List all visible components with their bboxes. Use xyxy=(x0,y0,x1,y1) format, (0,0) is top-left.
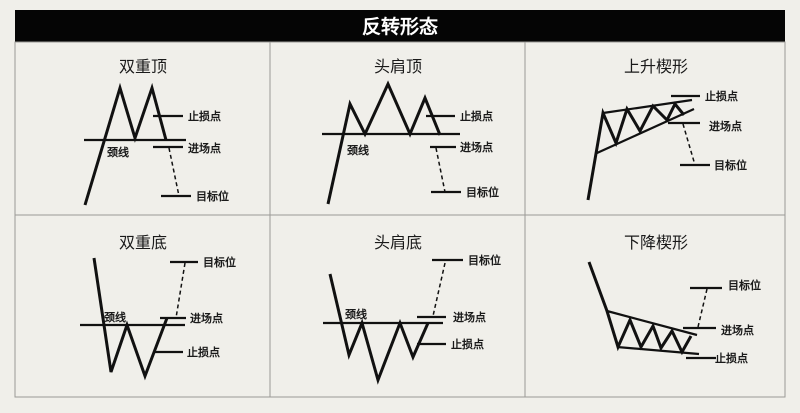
panel-head-shoulders-top: 头肩顶 颈线 止损点 进场点 目标位 xyxy=(322,57,499,205)
panel-title: 双重底 xyxy=(119,233,167,252)
panel-grid xyxy=(14,41,786,398)
neckline-label: 颈线 xyxy=(104,310,126,324)
neckline-label: 颈线 xyxy=(347,143,369,157)
target-label: 目标位 xyxy=(466,185,499,199)
panel-falling-wedge: 下降楔形 目标位 进场点 止损点 xyxy=(587,233,761,365)
panel-title: 头肩顶 xyxy=(374,57,422,76)
entry-label: 进场点 xyxy=(709,119,742,133)
panel-double-top: 双重顶 颈线 止损点 进场点 目标位 xyxy=(83,57,229,206)
target-label: 目标位 xyxy=(203,255,236,269)
panel-title: 双重顶 xyxy=(119,57,167,76)
target-projection xyxy=(168,147,180,197)
panel-rising-wedge: 上升楔形 止损点 进场点 目标位 xyxy=(586,57,747,201)
upper-trendline xyxy=(602,98,693,115)
panel-title: 头肩底 xyxy=(374,233,422,252)
price-line xyxy=(83,82,168,206)
stop-loss-label: 止损点 xyxy=(715,351,748,365)
target-projection xyxy=(432,262,446,317)
stop-loss-label: 止损点 xyxy=(451,337,484,351)
neckline-label: 颈线 xyxy=(345,307,367,321)
price-line xyxy=(326,80,442,205)
stop-loss-label: 止损点 xyxy=(460,109,493,123)
price-line xyxy=(586,101,686,201)
stop-loss-label: 止损点 xyxy=(705,89,738,103)
entry-label: 进场点 xyxy=(721,323,754,337)
lower-trendline xyxy=(616,345,700,356)
neckline-label: 颈线 xyxy=(107,145,129,159)
panel-title: 下降楔形 xyxy=(624,233,688,252)
panel-double-bottom: 双重底 颈线 目标位 进场点 止损点 xyxy=(80,233,236,381)
target-label: 目标位 xyxy=(196,189,229,203)
target-projection xyxy=(175,262,186,319)
price-line xyxy=(328,273,430,385)
target-projection xyxy=(435,147,446,193)
target-label: 目标位 xyxy=(728,278,761,292)
entry-label: 进场点 xyxy=(460,140,493,154)
target-projection xyxy=(682,123,696,166)
upper-trendline xyxy=(606,309,698,337)
target-label: 目标位 xyxy=(468,253,501,267)
price-line xyxy=(587,261,693,356)
stop-loss-label: 止损点 xyxy=(187,345,220,359)
page-title: 反转形态 xyxy=(362,15,438,38)
stop-loss-label: 止损点 xyxy=(188,109,221,123)
header-bar xyxy=(15,10,785,42)
panel-title: 上升楔形 xyxy=(624,57,688,76)
entry-label: 进场点 xyxy=(190,311,223,325)
entry-label: 进场点 xyxy=(453,310,486,324)
entry-label: 进场点 xyxy=(188,141,221,155)
lower-trendline xyxy=(596,107,695,155)
panel-head-shoulders-bottom: 头肩底 颈线 目标位 进场点 止损点 xyxy=(323,233,501,385)
target-label: 目标位 xyxy=(714,158,747,172)
